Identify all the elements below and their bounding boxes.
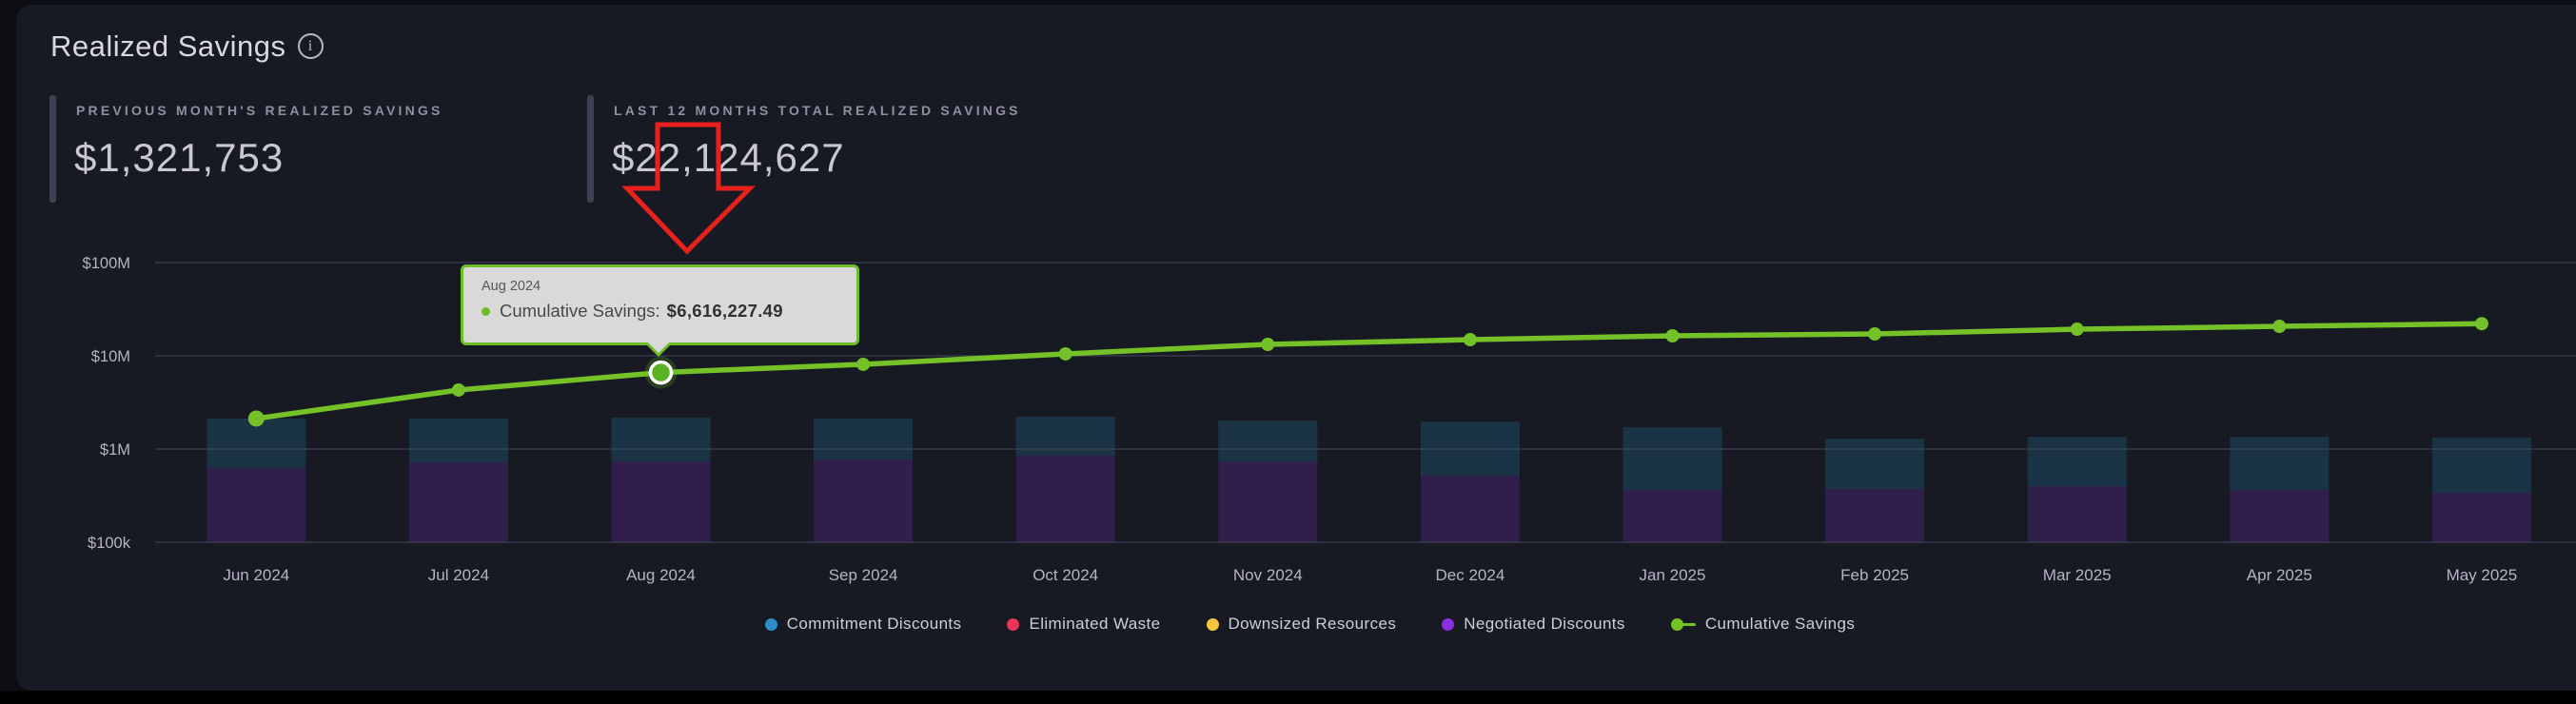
savings-chart: $100k $1M $10M $100M Jun 2024 Jul 2024 Aug 202… <box>0 0 2576 704</box>
y-tick-label: $100k <box>88 535 131 552</box>
tooltip-series-dot <box>482 307 490 316</box>
cumulative-point[interactable] <box>1059 347 1072 361</box>
x-tick-label: Sep 2024 <box>829 566 898 584</box>
cumulative-point[interactable] <box>1464 333 1477 346</box>
cumulative-point[interactable] <box>1261 338 1274 351</box>
y-tick-label: $1M <box>100 441 130 459</box>
x-tick-label: Feb 2025 <box>1840 566 1909 584</box>
bar-segment-negotiated-discounts[interactable] <box>1421 476 1520 542</box>
legend-item-cumulative-savings[interactable]: Cumulative Savings <box>1671 615 1855 634</box>
legend-item-negotiated-discounts[interactable]: Negotiated Discounts <box>1442 615 1625 634</box>
x-tick-label: Nov 2024 <box>1233 566 1303 584</box>
x-tick-label: Jul 2024 <box>428 566 489 584</box>
bar-segment-negotiated-discounts[interactable] <box>1218 461 1317 542</box>
x-tick-label: Oct 2024 <box>1032 566 1098 584</box>
bar-segment-commitment-discounts[interactable] <box>1218 420 1317 461</box>
cumulative-point[interactable] <box>1868 327 1881 341</box>
bar-segment-negotiated-discounts[interactable] <box>1825 489 1924 542</box>
bar-segment-negotiated-discounts[interactable] <box>409 462 508 542</box>
x-tick-label: Dec 2024 <box>1436 566 1505 584</box>
cumulative-point[interactable] <box>2272 320 2286 333</box>
chart-tooltip: Aug 2024 Cumulative Savings: $6,616,227.… <box>461 264 859 345</box>
legend-item-eliminated-waste[interactable]: Eliminated Waste <box>1007 615 1160 634</box>
legend-label: Negotiated Discounts <box>1464 615 1625 634</box>
x-tick-label: Mar 2025 <box>2043 566 2112 584</box>
chart-legend: Commitment Discounts Eliminated Waste Down… <box>0 615 2576 634</box>
legend-label: Eliminated Waste <box>1029 615 1160 634</box>
cumulative-point[interactable] <box>2071 323 2084 336</box>
bar-segment-negotiated-discounts[interactable] <box>612 461 711 542</box>
x-tick-label: Jun 2024 <box>223 566 289 584</box>
y-tick-label: $10M <box>91 348 130 365</box>
bar-segment-negotiated-discounts[interactable] <box>2230 490 2329 542</box>
bar-segment-commitment-discounts[interactable] <box>409 419 508 462</box>
bar-segment-negotiated-discounts[interactable] <box>814 460 913 542</box>
bar-segment-commitment-discounts[interactable] <box>814 419 913 460</box>
bar-segment-negotiated-discounts[interactable] <box>1623 490 1722 542</box>
bar-segment-negotiated-discounts[interactable] <box>206 468 305 542</box>
cumulative-point[interactable] <box>248 410 265 426</box>
x-tick-label: Jan 2025 <box>1640 566 1706 584</box>
bar-segment-commitment-discounts[interactable] <box>612 418 711 461</box>
bar-segment-commitment-discounts[interactable] <box>1825 439 1924 489</box>
x-tick-label: Apr 2025 <box>2247 566 2312 584</box>
bar-segment-commitment-discounts[interactable] <box>1623 427 1722 490</box>
bar-segment-negotiated-discounts[interactable] <box>2432 493 2531 542</box>
tooltip-series-label: Cumulative Savings: <box>500 301 660 322</box>
x-tick-label: May 2025 <box>2447 566 2518 584</box>
bar-segment-commitment-discounts[interactable] <box>2230 437 2329 490</box>
legend-label: Cumulative Savings <box>1705 615 1855 634</box>
bar-segment-commitment-discounts[interactable] <box>1016 417 1115 456</box>
bar-segment-commitment-discounts[interactable] <box>2432 438 2531 493</box>
bar-segment-commitment-discounts[interactable] <box>2028 437 2127 486</box>
legend-item-downsized-resources[interactable]: Downsized Resources <box>1207 615 1397 634</box>
legend-line-marker <box>1671 618 1696 631</box>
cumulative-point[interactable] <box>856 358 870 371</box>
y-tick-label: $100M <box>83 255 130 272</box>
legend-dot <box>1007 618 1019 631</box>
bar-segment-negotiated-discounts[interactable] <box>2028 486 2127 542</box>
legend-dot <box>1207 618 1219 631</box>
legend-dot <box>765 618 777 631</box>
cumulative-point[interactable] <box>1666 329 1680 342</box>
tooltip-period: Aug 2024 <box>482 279 856 294</box>
cumulative-point[interactable] <box>452 383 465 397</box>
red-arrow-annotation <box>627 125 750 251</box>
legend-dot <box>1442 618 1454 631</box>
cumulative-point[interactable] <box>2475 317 2488 330</box>
highlighted-point[interactable] <box>651 362 672 383</box>
legend-item-commitment-discounts[interactable]: Commitment Discounts <box>765 615 962 634</box>
legend-label: Commitment Discounts <box>787 615 962 634</box>
x-tick-label: Aug 2024 <box>626 566 696 584</box>
legend-label: Downsized Resources <box>1229 615 1397 634</box>
tooltip-value: $6,616,227.49 <box>667 301 783 322</box>
bar-segment-negotiated-discounts[interactable] <box>1016 456 1115 542</box>
